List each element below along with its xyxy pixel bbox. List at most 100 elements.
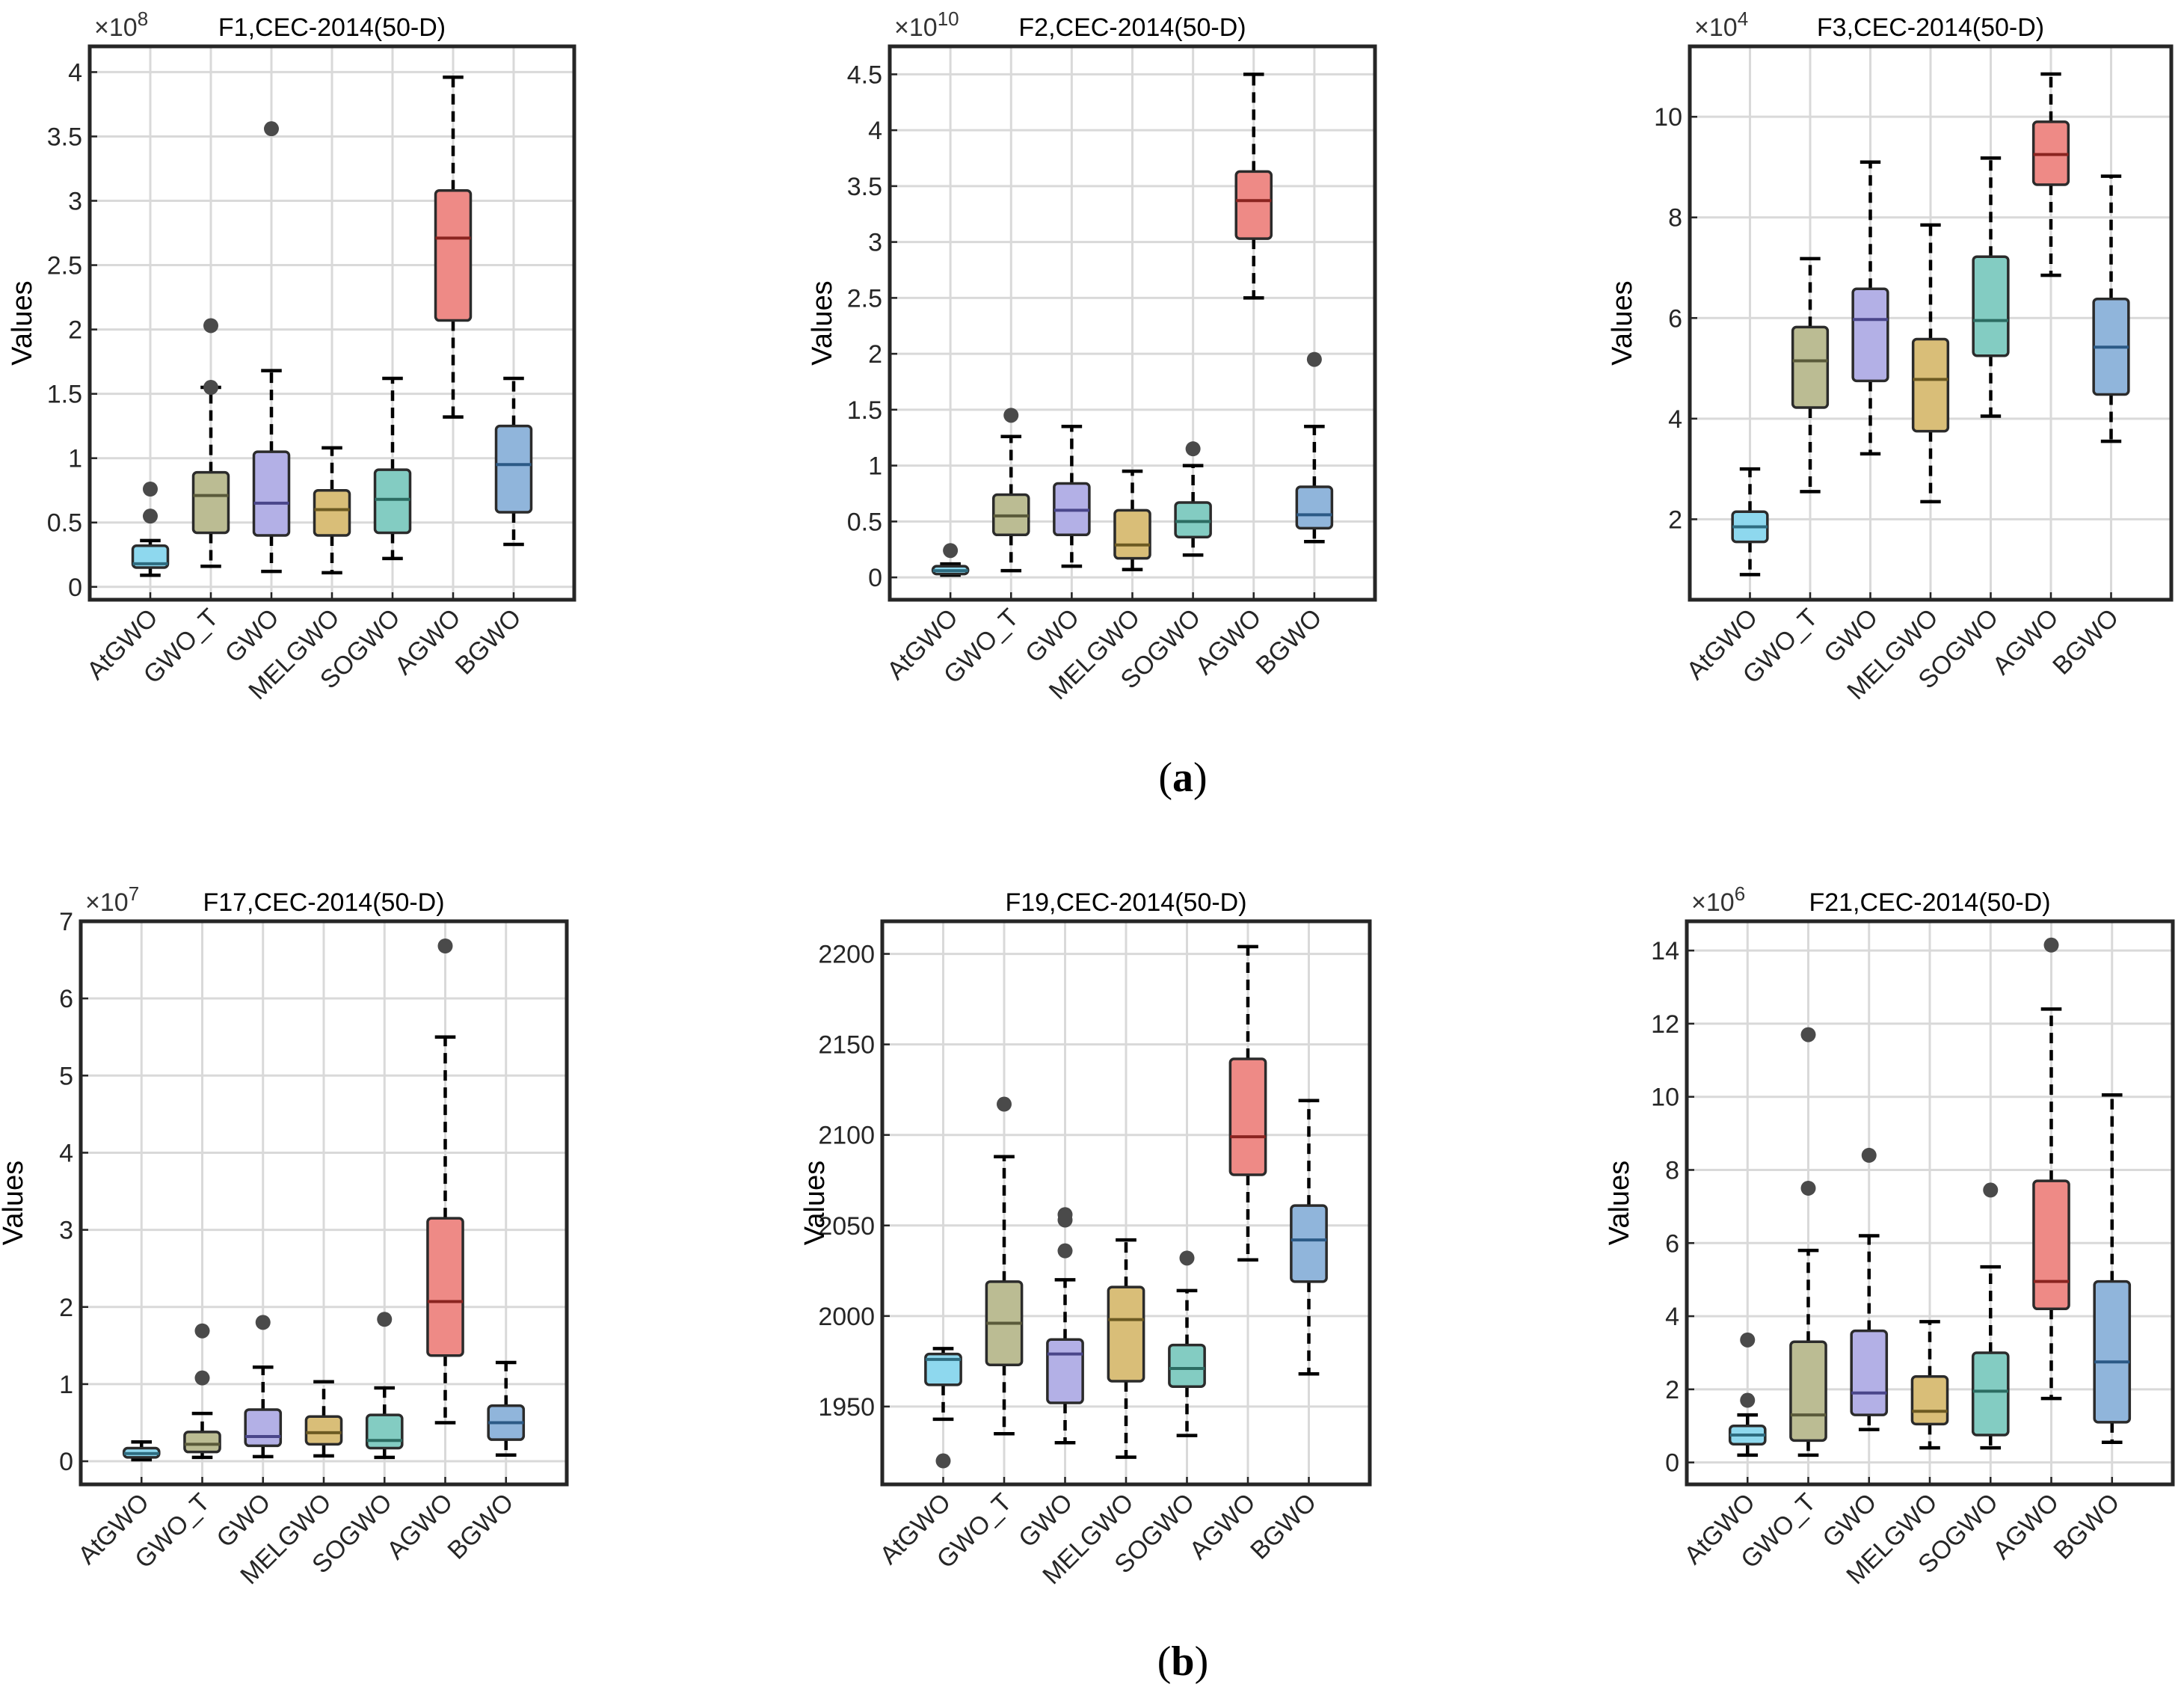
box-AGWO [434, 76, 473, 419]
y-tick-label: 7 [59, 908, 73, 936]
chart-panel: 00.511.522.533.54AtGWOGWO_TGWOMELGWOSOGW… [7, 7, 576, 705]
box-GWO [1053, 425, 1091, 568]
outlier-point [1800, 1027, 1816, 1042]
iqr-box [1234, 170, 1273, 240]
outlier-point [143, 509, 158, 524]
exponent-multiplier: ×106 [1691, 882, 1745, 917]
box-AGWO [1228, 944, 1267, 1262]
y-tick-label: 6 [1665, 1229, 1679, 1258]
outlier-point [1740, 1332, 1756, 1348]
axes-frame [1688, 44, 2174, 602]
axes-frame [880, 919, 1372, 1487]
outlier-point [935, 1453, 951, 1469]
iqr-box [2093, 1279, 2132, 1424]
box-AtGWO [1728, 1332, 1767, 1457]
y-tick-label: 0 [68, 574, 82, 602]
box-MELGWO [313, 446, 351, 575]
iqr-box [1168, 1343, 1206, 1389]
y-tick-label: 1 [68, 445, 82, 473]
iqr-box [1910, 1375, 1949, 1426]
y-tick-label: 0.5 [47, 509, 82, 538]
axes-frame [1685, 919, 2175, 1487]
y-tick-label: 3.5 [47, 123, 82, 151]
box-AtGWO [931, 543, 970, 577]
box-BGWO [494, 376, 533, 547]
outlier-point [1306, 351, 1322, 367]
box-SOGWO [1971, 1182, 2010, 1450]
exponent-power: 10 [938, 7, 959, 30]
exponent-multiplier: ×108 [94, 7, 148, 42]
iqr-box [304, 1415, 343, 1446]
exponent-multiplier: ×107 [85, 882, 139, 917]
y-axis-label: Values [1607, 280, 1638, 365]
box-GWO_T [1789, 1027, 1827, 1457]
x-tick-label: BGWO [2048, 1488, 2125, 1565]
box-GWO_T [991, 408, 1030, 573]
outlier-point [143, 482, 158, 497]
y-tick-label: 3.5 [847, 173, 882, 201]
outlier-point [2043, 937, 2059, 953]
exponent-multiplier: ×1010 [894, 7, 959, 42]
iqr-box [244, 1408, 283, 1448]
exponent-base: ×10 [1694, 13, 1738, 42]
outlier-point [203, 380, 218, 396]
box-AGWO [1234, 73, 1273, 300]
box-BGWO [1295, 351, 1334, 544]
x-tick-label: BGWO [1251, 603, 1328, 681]
y-tick-label: 2100 [818, 1122, 875, 1150]
iqr-box [131, 544, 170, 569]
y-tick-label: 2200 [818, 941, 875, 969]
exponent-power: 6 [1735, 882, 1745, 905]
y-tick-label: 4.5 [847, 61, 882, 89]
iqr-box [1295, 485, 1334, 530]
box-BGWO [2092, 174, 2130, 443]
exponent-power: 4 [1738, 7, 1748, 30]
chart-title: F21,CEC-2014(50-D) [1809, 888, 2050, 917]
y-tick-label: 2 [68, 316, 82, 345]
chart-title: F2,CEC-2014(50-D) [1018, 13, 1246, 42]
iqr-box [373, 468, 412, 535]
box-GWO [1851, 160, 1889, 456]
y-axis-label: Values [807, 280, 838, 365]
y-tick-label: 14 [1651, 937, 1679, 965]
axes-frame [888, 44, 1377, 602]
chart-title: F3,CEC-2014(50-D) [1817, 13, 2044, 42]
box-GWO_T [1791, 256, 1830, 494]
y-axis-label: Values [0, 1161, 29, 1245]
iqr-box [183, 1431, 221, 1454]
box-AtGWO [131, 482, 170, 577]
box-BGWO [1290, 1099, 1328, 1376]
y-tick-label: 8 [1665, 1156, 1679, 1185]
subfigure-caption-b: (b) [1157, 1638, 1209, 1685]
box-GWO_T [191, 318, 230, 568]
box-GWO [1850, 1147, 1889, 1431]
outlier-point [1800, 1180, 1816, 1196]
exponent-multiplier: ×104 [1694, 7, 1748, 42]
y-tick-label: 6 [59, 985, 73, 1013]
exponent-base: ×10 [894, 13, 938, 42]
box-GWO_T [183, 1323, 221, 1460]
y-tick-label: 1 [868, 452, 882, 481]
iqr-box [313, 488, 351, 537]
outlier-point [997, 1096, 1012, 1112]
y-tick-label: 6 [1668, 304, 1682, 333]
chart-title: F17,CEC-2014(50-D) [203, 888, 444, 917]
iqr-box [365, 1413, 404, 1450]
x-tick-label: AGWO [381, 1488, 458, 1565]
box-AGWO [426, 938, 464, 1425]
box-AtGWO [122, 1440, 161, 1462]
subfigure-caption-a: (a) [1158, 755, 1208, 801]
x-tick-label: AGWO [1184, 1488, 1261, 1565]
y-tick-label: 2.5 [47, 252, 82, 280]
outlier-point [1003, 408, 1019, 423]
box-AtGWO [924, 1347, 962, 1469]
iqr-box [191, 470, 230, 535]
outlier-point [255, 1315, 271, 1330]
y-tick-label: 2 [1668, 506, 1682, 534]
box-GWO_T [985, 1096, 1024, 1436]
box-MELGWO [1910, 1320, 1949, 1450]
y-tick-label: 4 [59, 1139, 73, 1167]
y-tick-label: 4 [1665, 1303, 1679, 1331]
y-axis-label: Values [7, 280, 38, 365]
